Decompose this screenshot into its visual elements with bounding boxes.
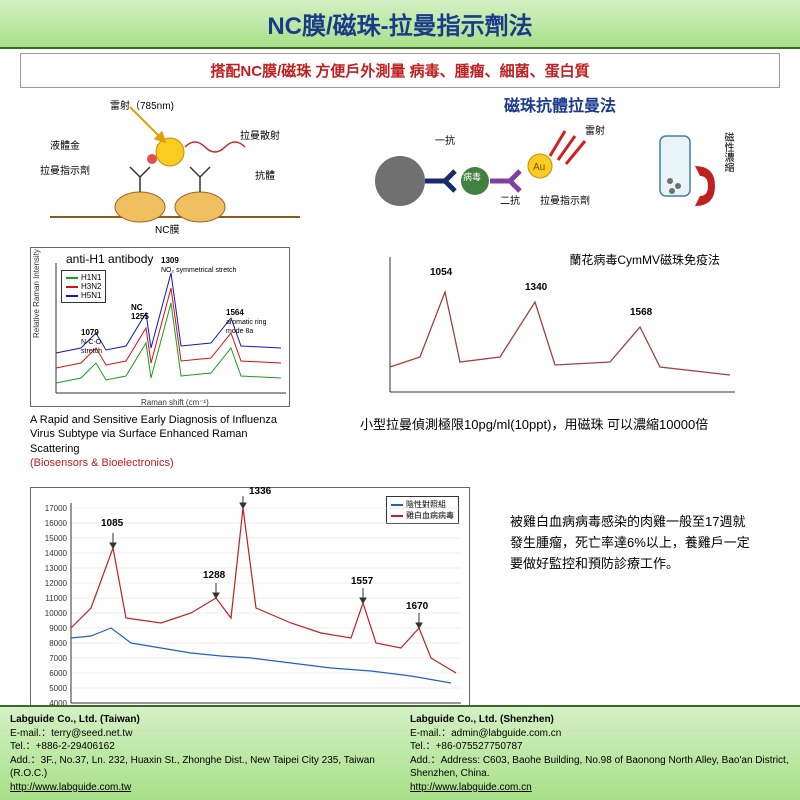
svg-text:10000: 10000 — [45, 609, 68, 618]
company-sz: Labguide Co., Ltd. (Shenzhen) — [410, 714, 554, 725]
diagram-nc-membrane: 雷射（785nm) 液體金 拉曼指示劑 拉曼散射 抗體 NC膜 — [30, 97, 320, 237]
svg-text:7000: 7000 — [49, 654, 67, 663]
url-tw[interactable]: http://www.labguide.com.tw — [10, 782, 131, 793]
svg-text:Raman shift (cm⁻¹): Raman shift (cm⁻¹) — [141, 398, 209, 407]
primary-ab-label: 一抗 — [435, 132, 455, 147]
diagram-magnetic-bead: 磁珠抗體拉曼法 Au 磁珠 一抗 病毒 二抗 雷射 拉曼指示劑 — [360, 92, 760, 237]
footer-left: Labguide Co., Ltd. (Taiwan) E-mail.：terr… — [10, 713, 390, 794]
chart2-title: 蘭花病毒CymMV磁珠免疫法 — [569, 251, 720, 268]
subtitle: 搭配NC膜/磁珠 方便戶外測量 病毒、腫瘤、細菌、蛋白質 — [210, 63, 589, 80]
footer: Labguide Co., Ltd. (Taiwan) E-mail.：terr… — [0, 705, 800, 800]
peak-1568: 1568 — [630, 307, 652, 318]
chart1-caption-text: A Rapid and Sensitive Early Diagnosis of… — [30, 414, 277, 455]
svg-text:15000: 15000 — [45, 534, 68, 543]
peak-1336: 1336 — [249, 486, 271, 497]
tel-label-sz: Tel.： — [410, 741, 436, 752]
antibody-label: 抗體 — [255, 167, 275, 182]
magbead-label: 磁珠 — [385, 142, 405, 157]
laser2-label: 雷射 — [585, 122, 605, 137]
addr-sz: Address: C603, Baohe Building, No.98 of … — [410, 755, 789, 780]
email-label-sz: E-mail.： — [410, 728, 451, 739]
raman-indicator-label: 拉曼指示劑 — [40, 162, 90, 177]
laser-label: 雷射（785nm) — [110, 97, 174, 112]
svg-text:Au: Au — [533, 162, 545, 173]
peak-1079: 1079N-C-Ostretch — [81, 328, 102, 355]
svg-text:8000: 8000 — [49, 639, 67, 648]
content-area: 雷射（785nm) 液體金 拉曼指示劑 拉曼散射 抗體 NC膜 磁珠抗體拉曼法 … — [0, 92, 800, 742]
peak-1670: 1670 — [406, 601, 428, 612]
peak-1340: 1340 — [525, 282, 547, 293]
tel-sz: +86-075527750787 — [436, 741, 523, 752]
addr-label-tw: Add.： — [10, 755, 41, 766]
svg-text:17000: 17000 — [45, 504, 68, 513]
chart-cymmv: 蘭花病毒CymMV磁珠免疫法 1054 1340 1568 小型拉曼偵測極限10… — [360, 247, 740, 434]
chart1-caption: A Rapid and Sensitive Early Diagnosis of… — [30, 413, 290, 470]
peak-1054: 1054 — [430, 267, 452, 278]
svg-text:13000: 13000 — [45, 564, 68, 573]
nc-membrane-label: NC膜 — [155, 221, 179, 236]
peak-1309: 1309NO₂ symmetrical stretch — [161, 256, 236, 274]
url-sz[interactable]: http://www.labguide.com.cn — [410, 782, 532, 793]
peak-1288: 1288 — [203, 570, 225, 581]
mag-concentrate-label: 磁性濃縮 — [720, 132, 735, 172]
svg-text:14000: 14000 — [45, 549, 68, 558]
addr-label-sz: Add.： — [410, 755, 441, 766]
svg-text:6000: 6000 — [49, 669, 67, 678]
svg-text:9000: 9000 — [49, 624, 67, 633]
email-label-tw: E-mail.： — [10, 728, 51, 739]
secondary-ab-label: 二抗 — [500, 192, 520, 207]
svg-text:12000: 12000 — [45, 579, 68, 588]
chart-anti-h1: anti-H1 antibody H1N1 H3N2 H5N1 Relative… — [30, 247, 290, 470]
footer-right: Labguide Co., Ltd. (Shenzhen) E-mail.：ad… — [410, 713, 790, 794]
chart1-journal: (Biosensors & Bioelectronics) — [30, 457, 174, 469]
svg-text:11000: 11000 — [45, 594, 67, 603]
diagram2-title: 磁珠抗體拉曼法 — [360, 92, 760, 116]
chart2-caption: 小型拉曼偵測極限10pg/ml(10ppt)，用磁珠 可以濃縮10000倍 — [360, 417, 740, 434]
raman-ind2-label: 拉曼指示劑 — [540, 192, 590, 207]
chart-chicken-leukemia: 陰性對照組 雞白血病病毒 400050006000700080009000100… — [30, 487, 470, 722]
addr-tw: 3F., No.37, Ln. 232, Huaxin St., Zhonghe… — [10, 755, 375, 780]
page-title: NC膜/磁珠-拉曼指示劑法 — [0, 6, 800, 41]
chart3-caption: 被雞白血病病毒感染的肉雞一般至17週就發生腫瘤，死亡率達6%以上，養雞戶一定要做… — [510, 512, 750, 574]
email-sz: admin@labguide.com.cn — [451, 728, 561, 739]
svg-text:5000: 5000 — [49, 684, 67, 693]
peak-1557: 1557 — [351, 576, 373, 587]
virus2-label: 病毒 — [463, 170, 481, 183]
svg-text:Relative Raman Intensity: Relative Raman Intensity — [32, 249, 41, 338]
company-tw: Labguide Co., Ltd. (Taiwan) — [10, 714, 140, 725]
peak-1564: 1564aromatic ringmode 8a — [226, 308, 266, 335]
svg-text:16000: 16000 — [45, 519, 68, 528]
peak-1085: 1085 — [101, 518, 123, 529]
title-bar: NC膜/磁珠-拉曼指示劑法 — [0, 0, 800, 49]
subtitle-bar: 搭配NC膜/磁珠 方便戶外測量 病毒、腫瘤、細菌、蛋白質 — [20, 53, 780, 88]
tel-tw: +886-2-29406162 — [36, 741, 115, 752]
liquid-gold-label: 液體金 — [50, 137, 80, 152]
peak-1255: NC1255 — [131, 303, 149, 321]
tel-label-tw: Tel.： — [10, 741, 36, 752]
email-tw: terry@seed.net.tw — [51, 728, 132, 739]
raman-scatter-label: 拉曼散射 — [240, 127, 280, 142]
